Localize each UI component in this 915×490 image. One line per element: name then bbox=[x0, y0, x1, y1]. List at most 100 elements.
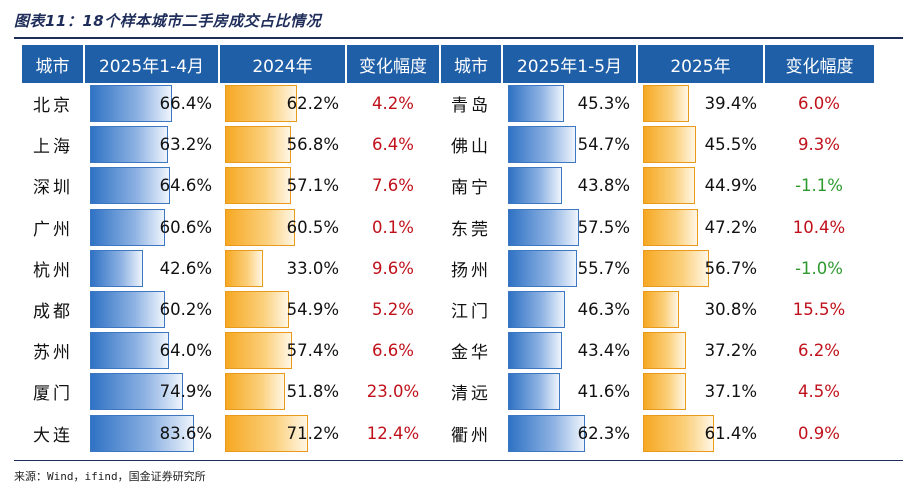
share-value: 57.4% bbox=[286, 341, 339, 361]
share-current-bar-cell: 60.6% bbox=[84, 207, 219, 248]
change-value: 0.1% bbox=[372, 217, 414, 237]
share-current-bar bbox=[508, 373, 560, 411]
table-row: 北京 66.4% 62.2% 4.2% 青岛 45.3% 39.4% 6.0% bbox=[22, 83, 874, 124]
city-name: 南宁 bbox=[451, 178, 491, 199]
share-current-bar bbox=[90, 208, 166, 246]
share-previous-bar bbox=[225, 249, 264, 287]
share-previous-bar-cell: 45.5% bbox=[637, 124, 764, 165]
share-current-bar-cell: 74.9% bbox=[84, 371, 219, 412]
share-previous-bar bbox=[225, 332, 292, 370]
change-value: 7.6% bbox=[372, 176, 414, 196]
table-row: 广州 60.6% 60.5% 0.1% 东莞 57.5% 47.2% 10.4% bbox=[22, 207, 874, 248]
share-value: 42.6% bbox=[159, 258, 212, 278]
share-previous-bar bbox=[643, 249, 709, 287]
share-previous-bar-cell: 57.4% bbox=[219, 330, 346, 371]
share-current-bar bbox=[508, 85, 565, 123]
share-current-bar bbox=[90, 167, 171, 205]
share-value: 60.2% bbox=[159, 300, 212, 320]
share-current-bar-cell: 83.6% bbox=[84, 413, 219, 454]
source-divider bbox=[14, 460, 903, 461]
share-value: 56.8% bbox=[286, 135, 339, 155]
share-current-bar bbox=[90, 126, 169, 164]
share-previous-bar-cell: 47.2% bbox=[637, 207, 764, 248]
share-current-bar-cell: 64.6% bbox=[84, 165, 219, 206]
share-previous-bar bbox=[225, 167, 292, 205]
change-value: 6.4% bbox=[372, 135, 414, 155]
share-value: 44.9% bbox=[704, 176, 757, 196]
city-name: 厦门 bbox=[33, 384, 73, 405]
share-current-bar-cell: 43.4% bbox=[502, 330, 637, 371]
share-value: 66.4% bbox=[159, 94, 212, 114]
share-current-bar bbox=[508, 291, 566, 329]
share-current-bar bbox=[508, 249, 578, 287]
change-value: 9.6% bbox=[372, 258, 414, 278]
table-row: 厦门 74.9% 51.8% 23.0% 清远 41.6% 37.1% 4.5% bbox=[22, 371, 874, 412]
city-name: 青岛 bbox=[451, 96, 491, 117]
share-previous-bar-cell: 51.8% bbox=[219, 371, 346, 412]
share-previous-bar-cell: 61.4% bbox=[637, 413, 764, 454]
share-value: 83.6% bbox=[159, 423, 212, 443]
share-value: 43.8% bbox=[577, 176, 630, 196]
share-current-bar bbox=[508, 208, 580, 246]
header-city: 城市 bbox=[22, 45, 85, 83]
share-current-bar-cell: 57.5% bbox=[502, 207, 637, 248]
share-value: 47.2% bbox=[704, 217, 757, 237]
share-value: 57.5% bbox=[577, 217, 630, 237]
share-previous-bar bbox=[225, 414, 308, 452]
share-previous-bar-cell: 37.1% bbox=[637, 371, 764, 412]
share-current-bar-cell: 46.3% bbox=[502, 289, 637, 330]
share-previous-bar bbox=[225, 85, 298, 123]
share-value: 64.0% bbox=[159, 341, 212, 361]
city-name: 扬州 bbox=[451, 260, 491, 281]
table-row: 杭州 42.6% 33.0% 9.6% 扬州 55.7% 56.7% -1.0% bbox=[22, 248, 874, 289]
share-previous-bar bbox=[643, 126, 696, 164]
share-value: 62.3% bbox=[577, 423, 630, 443]
table-row: 苏州 64.0% 57.4% 6.6% 金华 43.4% 37.2% 6.2% bbox=[22, 330, 874, 371]
share-value: 55.7% bbox=[577, 258, 630, 278]
share-current-bar bbox=[90, 414, 194, 452]
header-2025-jan-may: 2025年1-5月 bbox=[502, 45, 638, 83]
share-value: 41.6% bbox=[577, 382, 630, 402]
share-previous-bar bbox=[643, 167, 696, 205]
share-current-bar-cell: 63.2% bbox=[84, 124, 219, 165]
share-previous-bar bbox=[225, 208, 296, 246]
change-value: -1.0% bbox=[795, 258, 843, 278]
share-previous-bar bbox=[643, 208, 698, 246]
change-value: 6.0% bbox=[798, 94, 840, 114]
city-name: 广州 bbox=[33, 219, 73, 240]
change-value: 10.4% bbox=[792, 217, 846, 237]
change-value: 0.9% bbox=[798, 423, 840, 443]
share-current-bar-cell: 41.6% bbox=[502, 371, 637, 412]
table-header-row: 城市 2025年1-4月 2024年 变化幅度 城市 2025年1-5月 202… bbox=[22, 45, 874, 83]
header-change: 变化幅度 bbox=[346, 45, 441, 83]
source-note: 来源：Wind，ifind，国金证券研究所 bbox=[14, 470, 206, 483]
change-value: -1.1% bbox=[795, 176, 843, 196]
table-row: 深圳 64.6% 57.1% 7.6% 南宁 43.8% 44.9% -1.1% bbox=[22, 165, 874, 206]
change-value: 6.2% bbox=[798, 341, 840, 361]
share-previous-bar-cell: 56.7% bbox=[637, 248, 764, 289]
share-previous-bar bbox=[643, 85, 689, 123]
share-value: 60.5% bbox=[286, 217, 339, 237]
change-value: 15.5% bbox=[792, 300, 846, 320]
share-value: 30.8% bbox=[704, 300, 757, 320]
share-value: 54.7% bbox=[577, 135, 630, 155]
table-row: 上海 63.2% 56.8% 6.4% 佛山 54.7% 45.5% 9.3% bbox=[22, 124, 874, 165]
table-row: 成都 60.2% 54.9% 5.2% 江门 46.3% 30.8% 15.5% bbox=[22, 289, 874, 330]
share-previous-bar-cell: 37.2% bbox=[637, 330, 764, 371]
change-value: 9.3% bbox=[798, 135, 840, 155]
change-value: 6.6% bbox=[372, 341, 414, 361]
city-name: 北京 bbox=[33, 96, 73, 117]
share-current-bar bbox=[508, 167, 563, 205]
share-value: 45.3% bbox=[577, 94, 630, 114]
change-value: 12.4% bbox=[366, 423, 420, 443]
share-previous-bar bbox=[225, 373, 286, 411]
share-value: 33.0% bbox=[286, 258, 339, 278]
city-name: 金华 bbox=[451, 343, 491, 364]
share-current-bar bbox=[90, 85, 173, 123]
city-name: 深圳 bbox=[33, 178, 73, 199]
city-name: 大连 bbox=[33, 425, 73, 446]
share-value: 39.4% bbox=[704, 94, 757, 114]
share-value: 56.7% bbox=[704, 258, 757, 278]
share-current-bar bbox=[508, 414, 586, 452]
share-current-bar bbox=[508, 126, 576, 164]
